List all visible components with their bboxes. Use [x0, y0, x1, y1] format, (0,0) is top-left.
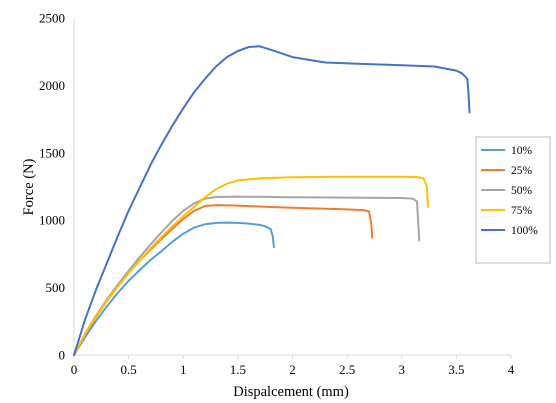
legend-label: 50%: [511, 185, 533, 197]
y-tick-label: 0: [59, 348, 66, 363]
y-tick-label: 1500: [39, 145, 65, 160]
axes: 0 0.5 1 1.5 2 2.5 3 3.5 4 0 500 1000 1500 2000 2500: [39, 11, 515, 378]
x-tick-label: 1: [180, 362, 187, 377]
x-tick-label: 1.5: [230, 362, 246, 377]
legend-label: 100%: [511, 225, 538, 237]
series-line-75pct: [73, 175, 429, 356]
legend-label: 25%: [511, 165, 533, 177]
legend: 10% 25% 50% 75% 100%: [475, 136, 551, 264]
x-tick-label: 0.5: [121, 362, 137, 377]
series-line-25pct: [73, 204, 374, 356]
x-axis-title: Dispalcement (mm): [233, 384, 349, 400]
y-axis-title: Force (N): [21, 158, 37, 215]
y-tick-label: 2500: [39, 11, 65, 26]
y-tick-label: 500: [46, 280, 66, 295]
series-line-50pct: [73, 195, 421, 356]
y-tick-label: 1000: [39, 213, 65, 228]
series-line-10pct: [73, 221, 275, 356]
y-tick-label: 2000: [39, 78, 65, 93]
legend-box: [475, 136, 551, 264]
legend-label: 75%: [511, 205, 533, 217]
x-tick-label: 3: [399, 362, 406, 377]
x-tick-label: 2.5: [339, 362, 355, 377]
x-tick-label: 4: [508, 362, 515, 377]
series-line-100pct: [73, 45, 471, 356]
series-lines: [73, 45, 471, 356]
legend-label: 10%: [511, 145, 533, 157]
x-tick-label: 0: [71, 362, 78, 377]
x-tick-label: 3.5: [448, 362, 464, 377]
x-tick-label: 2: [289, 362, 296, 377]
